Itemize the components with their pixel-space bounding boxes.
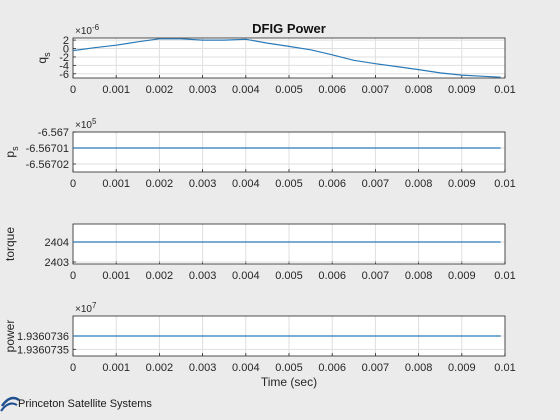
y-tick-label: -6.567 [38, 127, 69, 139]
y-axis-label: power [3, 320, 17, 353]
y-axis-label: torque [3, 227, 17, 261]
axes-box [72, 223, 506, 265]
y-tick-label: -2 [59, 52, 69, 64]
x-tick-label: 0.003 [189, 270, 217, 282]
x-tick-label: 0.008 [405, 84, 433, 96]
x-tick-label: 0.01 [494, 362, 515, 374]
x-tick-label: 0.006 [318, 84, 346, 96]
y-tick-label: -6 [59, 69, 69, 81]
x-tick-label: 0.006 [318, 362, 346, 374]
x-tick-label: 0.002 [146, 270, 174, 282]
x-tick-label: 0.003 [189, 84, 217, 96]
x-tick-label: 0.009 [448, 270, 476, 282]
x-tick-label: 0.001 [102, 178, 130, 190]
x-tick-label: 0 [70, 178, 76, 190]
axes-box [72, 37, 506, 79]
x-tick-label: 0 [70, 362, 76, 374]
y-tick-label: -4 [59, 60, 69, 72]
x-tick-label: 0.01 [494, 270, 515, 282]
x-tick-label: 0.002 [146, 84, 174, 96]
y-axis-label: qs [35, 52, 52, 64]
y-tick-label: 2403 [45, 257, 69, 269]
y-label-subscript: s [42, 52, 52, 57]
y-label-main: q [35, 57, 49, 64]
y-axis-label: ps [3, 146, 20, 158]
x-tick-label: 0.007 [362, 362, 390, 374]
subplot-4: 0 0.001 0.002 0.003 0.004 0.005 0.006 0.007 0.00… [3, 301, 516, 374]
x-tick-label: 0.005 [275, 362, 303, 374]
y-label-main: torque [3, 227, 17, 261]
y-label-subscript: s [10, 146, 20, 151]
x-tick-label: 0.007 [362, 270, 390, 282]
x-tick-label: 0.009 [448, 178, 476, 190]
x-tick-label: 0.01 [494, 178, 515, 190]
x-tick-label: 0.001 [102, 84, 130, 96]
x-tick-label: 0.005 [275, 84, 303, 96]
y-exponent-label: ×10-6 [75, 23, 100, 37]
y-tick-label: 1.9360735 [17, 344, 69, 356]
x-tick-label: 0.003 [189, 178, 217, 190]
x-tick-label: 0.005 [275, 270, 303, 282]
exponent-base: ×10 [75, 120, 92, 131]
x-tick-label: 0.005 [275, 178, 303, 190]
y-tick-label: 2404 [45, 237, 69, 249]
x-tick-label: 0.002 [146, 362, 174, 374]
y-tick-label: 1.9360736 [17, 331, 69, 343]
exponent-power: 5 [92, 117, 97, 126]
x-tick-label: 0.009 [448, 362, 476, 374]
x-tick-label: 0.004 [232, 178, 260, 190]
x-tick-label: 0.001 [102, 362, 130, 374]
subplot-3: 0 0.001 0.002 0.003 0.004 0.005 0.006 0.007 0.00… [3, 223, 516, 282]
x-tick-label: 0.008 [405, 362, 433, 374]
y-tick-label: -6.56702 [26, 159, 69, 171]
x-tick-label: 0.008 [405, 270, 433, 282]
x-axis-label: Time (sec) [261, 375, 317, 389]
subplot-2: 0 0.001 0.002 0.003 0.004 0.005 0.006 0.007 0.00… [3, 117, 516, 190]
x-tick-label: 0.004 [232, 84, 260, 96]
y-exponent-label: ×107 [75, 301, 97, 315]
x-tick-label: 0.002 [146, 178, 174, 190]
y-label-main: p [3, 151, 17, 158]
exponent-power: -6 [92, 23, 100, 32]
x-tick-label: 0.004 [232, 270, 260, 282]
exponent-power: 7 [92, 301, 97, 310]
x-tick-label: 0.01 [494, 84, 515, 96]
x-tick-label: 0.004 [232, 362, 260, 374]
y-tick-label: -6.56701 [26, 143, 69, 155]
y-tick-label: 2 [63, 35, 69, 47]
x-tick-label: 0 [70, 270, 76, 282]
x-tick-label: 0 [70, 84, 76, 96]
logo-icon [0, 396, 20, 412]
y-exponent-label: ×105 [75, 117, 97, 131]
exponent-base: ×10 [75, 304, 92, 315]
subplot-1: 0 0.001 0.002 0.003 0.004 0.005 0.006 0.007 0.00… [35, 23, 516, 96]
figure-title: DFIG Power [252, 21, 326, 36]
x-tick-label: 0.009 [448, 84, 476, 96]
x-tick-label: 0.008 [405, 178, 433, 190]
x-tick-label: 0.007 [362, 178, 390, 190]
logo-text: Princeton Satellite Systems [18, 398, 152, 410]
exponent-base: ×10 [75, 26, 92, 37]
series-line [72, 38, 501, 78]
x-tick-label: 0.001 [102, 270, 130, 282]
x-tick-label: 0.006 [318, 270, 346, 282]
axes-box [72, 131, 506, 173]
x-tick-label: 0.006 [318, 178, 346, 190]
x-tick-label: 0.007 [362, 84, 390, 96]
y-label-main: power [3, 320, 17, 353]
y-tick-label: 0 [63, 44, 69, 56]
x-tick-label: 0.003 [189, 362, 217, 374]
